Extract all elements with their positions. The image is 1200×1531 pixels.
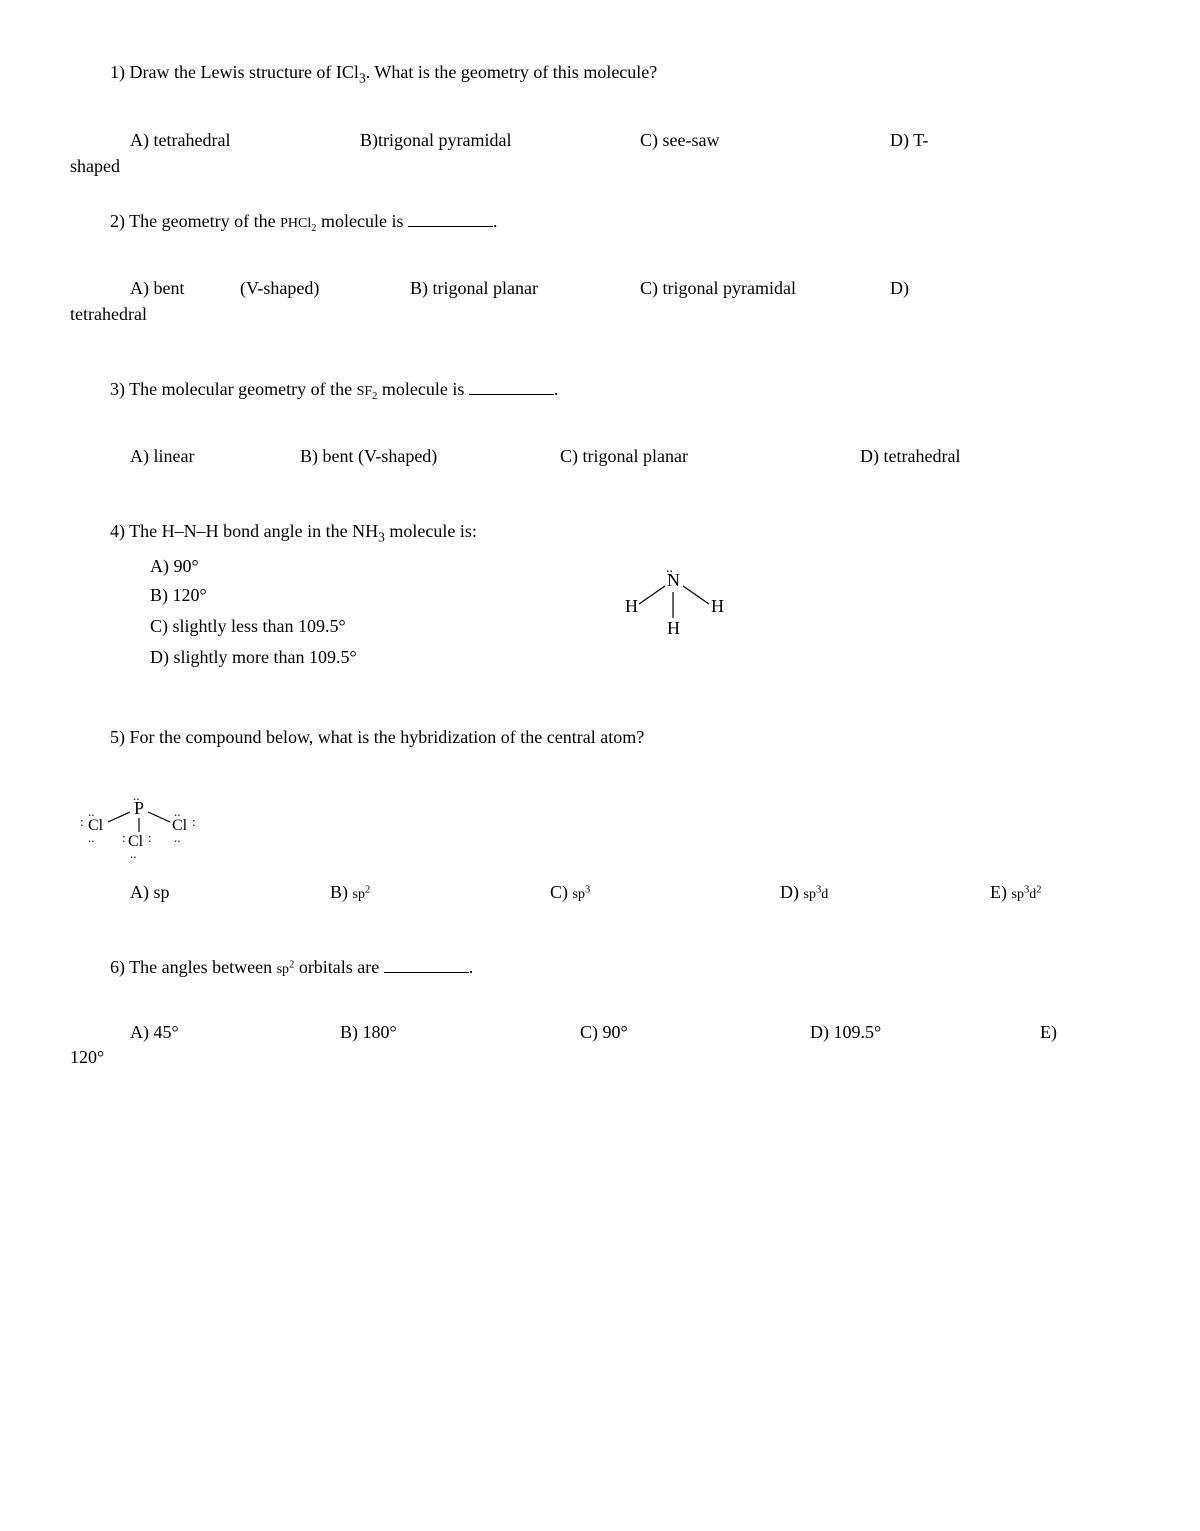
q5-opt-b: B) sp2 — [330, 880, 550, 905]
q2-prefix: 2) The geometry of the — [110, 211, 280, 231]
q5-opt-d: D) sp3d — [780, 880, 990, 905]
q2-formula: PHCl — [280, 216, 311, 231]
q6-suffix: orbitals are — [299, 957, 384, 977]
q1-prompt: 1) Draw the Lewis structure of ICl3. Wha… — [110, 60, 1130, 88]
svg-text:H: H — [667, 618, 680, 638]
q3-opt-b: B) bent (V-shaped) — [300, 444, 560, 469]
q5-opt-e: E) sp3d2 — [990, 880, 1041, 905]
q6-formula: sp — [277, 962, 289, 977]
q1-opt-a: A) tetrahedral — [130, 128, 360, 153]
q2-formula-sub: 2 — [311, 223, 316, 234]
q1-sub: 3 — [359, 71, 366, 86]
q5-options: A) sp B) sp2 C) sp3 D) sp3d E) sp3d2 — [70, 880, 1130, 905]
q3-prefix: 3) The molecular geometry of the — [110, 379, 357, 399]
q4-prompt: 4) The H–N–H bond angle in the NH3 molec… — [110, 519, 1130, 547]
q4-suffix: molecule is: — [385, 521, 477, 541]
q3-formula: SF — [357, 384, 373, 399]
q6-opt-e: E) — [1040, 1020, 1057, 1045]
q5-diagram: P .. Cl : .. .. Cl : .. .. Cl : : .. — [70, 790, 1130, 860]
svg-text:..: .. — [130, 846, 137, 860]
q1-opt-c: C) see-saw — [640, 128, 890, 153]
q3-options: A) linear B) bent (V-shaped) C) trigonal… — [70, 444, 1130, 469]
svg-text:..: .. — [88, 830, 95, 845]
q6-wrap: 120° — [70, 1045, 1130, 1070]
svg-text::: : — [148, 830, 152, 845]
q6-prefix: 6) The angles between — [110, 957, 277, 977]
q2-opt-a: A) bent — [130, 276, 240, 301]
q3-opt-c: C) trigonal planar — [560, 444, 860, 469]
q4-sub: 3 — [378, 530, 385, 545]
pcl3-structure-icon: P .. Cl : .. .. Cl : .. .. Cl : : .. — [70, 790, 210, 860]
q1-text-prefix: 1) Draw the Lewis structure of ICl — [110, 62, 359, 82]
q3-prompt: 3) The molecular geometry of the SF2 mol… — [110, 377, 1130, 404]
svg-text::: : — [122, 830, 126, 845]
q2-prompt: 2) The geometry of the PHCl2 molecule is… — [110, 209, 1130, 236]
q1-text-suffix: . What is the geometry of this molecule? — [366, 62, 658, 82]
q6-blank — [384, 972, 469, 973]
svg-text:H: H — [711, 596, 724, 616]
q2-blank — [408, 226, 493, 227]
q4-opt-c: C) slightly less than 109.5° — [150, 614, 357, 639]
svg-text:..: .. — [666, 564, 673, 576]
q6-formula-sup: 2 — [289, 959, 294, 970]
q2-suffix: molecule is — [321, 211, 408, 231]
q4-prefix: 4) The H–N–H bond angle in the NH — [110, 521, 378, 541]
q6-opt-a: A) 45° — [130, 1020, 340, 1045]
q4-opt-b: B) 120° — [150, 583, 357, 608]
q3-suffix: molecule is — [382, 379, 469, 399]
svg-text:..: .. — [174, 830, 181, 845]
q4-opt-d: D) slightly more than 109.5° — [150, 645, 357, 670]
q3-formula-sub: 2 — [372, 391, 377, 402]
q4-diagram: N .. H H H — [617, 564, 727, 654]
q2-opt-a-paren: (V-shaped) — [240, 276, 410, 301]
q3-blank — [469, 394, 554, 395]
q1-opt-b: B)trigonal pyramidal — [360, 128, 640, 153]
q2-options: A) bent (V-shaped) B) trigonal planar C)… — [70, 276, 1130, 301]
q6-opt-d: D) 109.5° — [810, 1020, 1040, 1045]
q6-options: A) 45° B) 180° C) 90° D) 109.5° E) — [70, 1020, 1130, 1045]
q3-opt-a: A) linear — [130, 444, 300, 469]
q4-opt-a: A) 90° — [150, 554, 357, 579]
q6-prompt: 6) The angles between sp2 orbitals are . — [110, 955, 1130, 980]
q5-opt-c: C) sp3 — [550, 880, 780, 905]
q2-opt-d: D) — [890, 276, 909, 301]
q1-options: A) tetrahedral B)trigonal pyramidal C) s… — [70, 128, 1130, 153]
q5-prompt: 5) For the compound below, what is the h… — [110, 725, 1130, 750]
nh3-structure-icon: N .. H H H — [617, 564, 727, 654]
svg-text:..: .. — [88, 804, 95, 819]
q1-opt-d: D) T- — [890, 128, 929, 153]
svg-text:..: .. — [133, 790, 140, 803]
svg-text::: : — [192, 814, 196, 829]
q6-opt-c: C) 90° — [580, 1020, 810, 1045]
q2-opt-c: C) trigonal pyramidal — [640, 276, 890, 301]
q3-opt-d: D) tetrahedral — [860, 444, 960, 469]
q2-opt-b: B) trigonal planar — [410, 276, 640, 301]
q2-wrap: tetrahedral — [70, 302, 1130, 327]
q5-opt-a: A) sp — [130, 880, 330, 905]
q6-opt-b: B) 180° — [340, 1020, 580, 1045]
q1-wrap: shaped — [70, 154, 1130, 179]
svg-text:..: .. — [174, 804, 181, 819]
svg-text::: : — [80, 814, 84, 829]
svg-text:H: H — [625, 596, 638, 616]
q4-options: A) 90° B) 120° C) slightly less than 109… — [150, 554, 357, 675]
